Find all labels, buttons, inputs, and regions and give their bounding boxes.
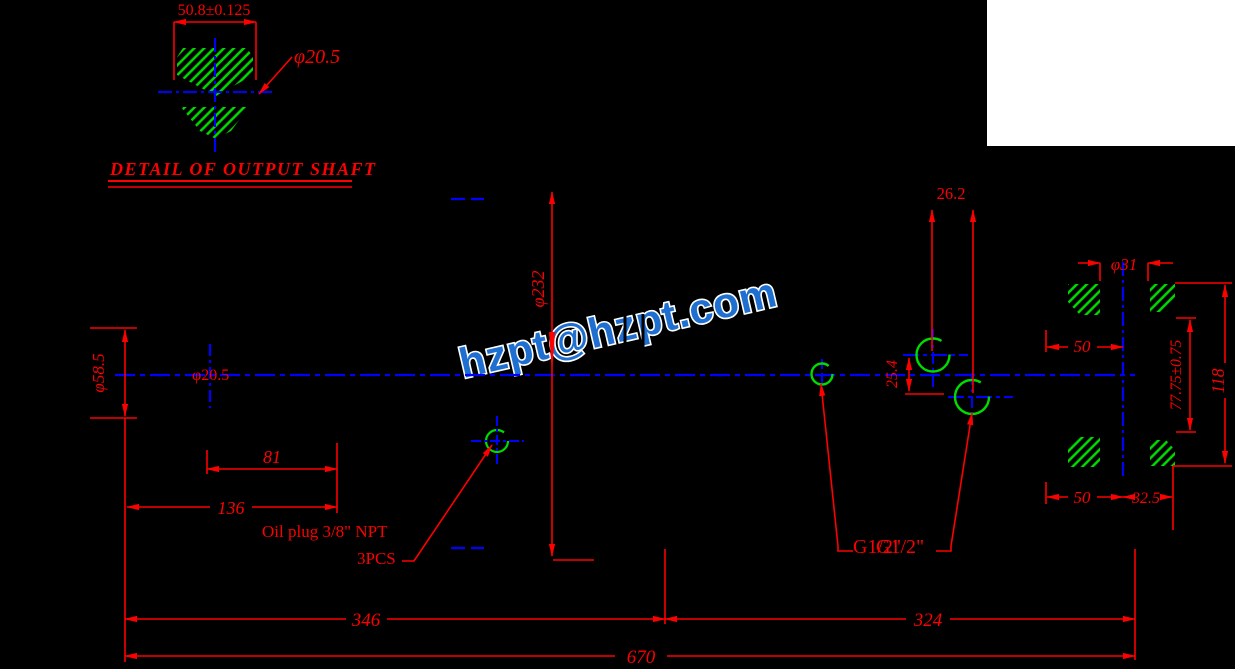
housing-diameter-dim: φ232	[528, 271, 548, 308]
g-thread-label-red: G1/2"	[876, 536, 924, 558]
oil-plug-centerlines	[471, 416, 524, 464]
flange-dim-lines	[1045, 259, 1232, 530]
detail-width-dimension: 50.8±0.125	[178, 2, 251, 19]
dim-32-5: 32.5	[1131, 490, 1160, 507]
housing-diameter-dimension: φ232	[528, 191, 594, 561]
flange-hatch	[1068, 284, 1175, 467]
left-shaft-dimensions: φ58.5 φ20.5 81 136	[89, 327, 338, 662]
g-plug-dim-lines	[819, 209, 977, 552]
g-thread-label-blue: G1/2"	[853, 536, 901, 558]
oil-plug-leader	[402, 444, 493, 562]
g-thread-plugs: 26.2 25.4 G1/2" G1/2"	[810, 184, 1013, 558]
paper-corner	[987, 0, 1235, 146]
flange-bore-dim: φ31	[1111, 255, 1137, 274]
dim-118: 118	[1208, 368, 1228, 393]
dim-50-top: 50	[1074, 337, 1092, 356]
dim-26-2: 26.2	[937, 184, 966, 203]
shaft-bore-dim: φ20.5	[192, 367, 229, 384]
detail-dimension-lines	[173, 18, 293, 95]
dim-81: 81	[263, 447, 281, 467]
dim-346: 346	[351, 610, 381, 631]
oil-plug-qty: 3PCS	[357, 549, 396, 568]
dim-670: 670	[627, 647, 656, 668]
dim-50-bottom: 50	[1074, 488, 1092, 507]
oil-plug-label: Oil plug 3/8" NPT	[262, 522, 388, 541]
dim-324: 324	[913, 610, 943, 631]
title-underline	[108, 180, 352, 188]
overall-dimensions: 346 324 670	[124, 549, 1136, 668]
dim-77-75: 77.75±0.75	[1168, 340, 1185, 411]
oil-plug-callout: Oil plug 3/8" NPT 3PCS	[262, 416, 524, 568]
shaft-diameter-dim: φ58.5	[89, 353, 108, 392]
overall-dim-lines	[124, 549, 1136, 660]
g-plug-circle-upper	[915, 337, 951, 373]
dim-25-4: 25.4	[884, 360, 901, 388]
detail-diameter-label: φ20.5	[294, 46, 340, 68]
detail-output-shaft-view: 50.8±0.125 φ20.5 DETAIL OF OUTPUT SHAFT	[108, 2, 377, 188]
housing-dim-arrow	[549, 332, 555, 373]
watermark-occluder-lines	[623, 314, 645, 357]
dim-136: 136	[218, 498, 245, 518]
main-centerlines	[115, 197, 1135, 550]
detail-centerlines	[158, 38, 272, 156]
detail-view-title: DETAIL OF OUTPUT SHAFT	[109, 159, 377, 179]
flange-detail-view: φ31 50 50 32.5 77.75±0.75 118	[1045, 255, 1232, 530]
